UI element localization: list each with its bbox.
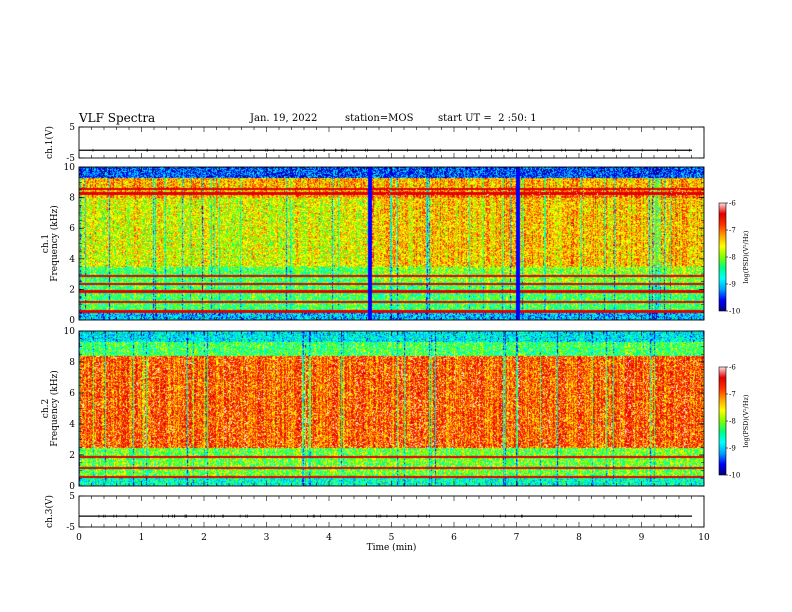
colorbar-tick-label: -7: [729, 227, 736, 235]
colorbar-tick-label: -9: [729, 281, 736, 289]
x-tick-label: 4: [326, 533, 332, 543]
x-tick-label: 0: [76, 533, 82, 543]
date-label: Jan. 19, 2022: [250, 113, 318, 124]
y-tick-label: 2: [69, 451, 75, 461]
y-tick-label: 8: [69, 194, 75, 204]
colorbar-ch1: [718, 202, 727, 312]
colorbar-tick-label: -7: [729, 391, 736, 399]
colorbar-ch2: [718, 366, 727, 476]
y-tick-label: 5: [69, 123, 75, 133]
y-tick-label: 10: [64, 163, 76, 173]
y-tick-label: 6: [69, 224, 75, 234]
x-tick-label: 1: [139, 533, 145, 543]
x-axis-label: Time (min): [367, 542, 417, 553]
station-label: station=MOS: [345, 113, 414, 124]
y-tick-label: 4: [69, 420, 75, 430]
y-tick-label: 0: [69, 316, 75, 326]
y-axis-label: Frequency (kHz): [49, 370, 60, 447]
start-time-label: start UT = 2 :50: 1: [438, 113, 537, 124]
y-axis-channel-label: ch.1: [41, 234, 51, 253]
y-tick-label: 10: [64, 327, 76, 337]
x-tick-label: 9: [639, 533, 645, 543]
spectrogram-ch1: [79, 167, 704, 320]
x-tick-label: 6: [451, 533, 457, 543]
colorbar-tick-label: -8: [729, 254, 736, 262]
spectrogram-ch2: [79, 331, 704, 486]
y-tick-label: 6: [69, 389, 75, 399]
y-tick-label: 4: [69, 255, 75, 265]
y-tick-label: 5: [69, 492, 75, 502]
x-tick-label: 8: [576, 533, 582, 543]
y-tick-label: -5: [66, 154, 75, 164]
colorbar-tick-label: -8: [729, 418, 736, 426]
colorbar-tick-label: -10: [729, 308, 740, 316]
x-tick-label: 3: [264, 533, 270, 543]
y-tick-label: 8: [69, 358, 75, 368]
chart-title: VLF Spectra: [79, 111, 156, 125]
y-axis-label: ch.1(V): [44, 126, 55, 159]
y-axis-channel-label: ch.2: [41, 399, 51, 418]
y-tick-label: 0: [69, 482, 75, 492]
x-tick-label: 2: [201, 533, 207, 543]
x-tick-label: 10: [698, 533, 710, 543]
colorbar-tick-label: -10: [729, 472, 740, 480]
colorbar-label: log(PSD)(V²/Hz): [742, 230, 750, 283]
x-tick-label: 7: [514, 533, 520, 543]
y-axis-label: Frequency (kHz): [49, 205, 60, 282]
colorbar-tick-label: -9: [729, 445, 736, 453]
y-axis-label: ch.3(V): [44, 495, 55, 528]
colorbar-tick-label: -6: [729, 200, 736, 208]
y-tick-label: 2: [69, 285, 75, 295]
colorbar-label: log(PSD)(V²/Hz): [742, 394, 750, 447]
x-tick-label: 5: [389, 533, 395, 543]
colorbar-tick-label: -6: [729, 364, 736, 372]
y-tick-label: -5: [66, 523, 75, 533]
